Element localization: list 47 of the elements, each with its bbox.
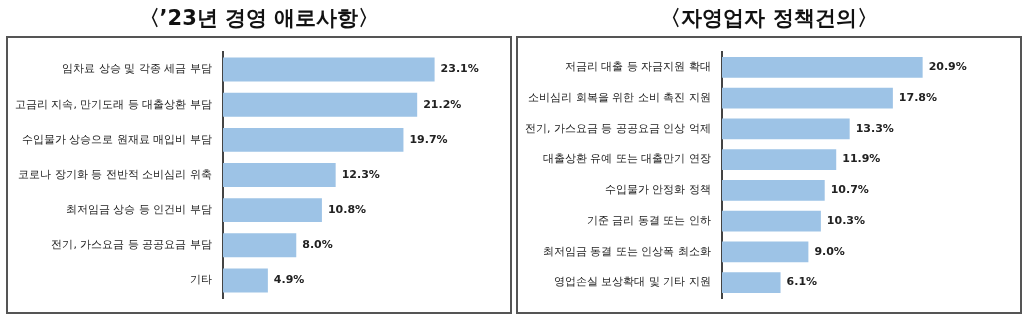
data-label: 10.7% — [830, 183, 869, 197]
bar — [721, 241, 809, 263]
y-tick-label: 저금리 대출 등 자금지원 확대 — [564, 60, 711, 74]
bar — [222, 163, 336, 187]
y-tick-label: 기타 — [189, 273, 212, 287]
data-label: 6.1% — [786, 275, 818, 289]
data-label: 9.0% — [814, 244, 845, 258]
chart-title: 〈자영업자 정책건의〉 — [659, 5, 879, 32]
y-tick-label: 최저임금 동결 또는 인상폭 최소화 — [542, 244, 711, 258]
data-label: 8.0% — [302, 238, 333, 252]
data-label: 11.9% — [842, 152, 881, 166]
bar — [721, 56, 923, 78]
y-tick-label: 전기, 가스요금 등 공공요금 인상 억제 — [525, 121, 711, 135]
y-tick-label: 소비심리 회복을 위한 소비 촉진 지원 — [528, 90, 711, 104]
data-label: 12.3% — [341, 167, 380, 181]
y-tick-label: 기준 금리 동결 또는 인하 — [586, 213, 711, 227]
chart-title: 〈’23년 경영 애로사항〉 — [137, 5, 381, 32]
bar — [721, 210, 821, 232]
bar — [222, 127, 404, 152]
y-tick-label: 고금리 지속, 만기도래 등 대출상환 부담 — [15, 97, 212, 111]
data-label: 20.9% — [928, 60, 967, 74]
bar — [721, 149, 837, 171]
y-tick-label: 대출상환 유예 또는 대출만기 연장 — [542, 152, 711, 166]
bar — [721, 179, 825, 201]
data-label: 10.3% — [826, 213, 866, 227]
bar — [721, 118, 850, 140]
bar — [222, 92, 418, 117]
y-tick-label: 영업손실 보상확대 및 기타 지원 — [553, 275, 711, 289]
y-tick-label: 수입물가 상승으로 원재료 매입비 부담 — [21, 132, 212, 146]
bar — [222, 233, 297, 258]
bar — [222, 268, 268, 293]
bar — [222, 198, 322, 223]
bar — [721, 87, 893, 109]
y-tick-label: 수입물가 안정화 정책 — [604, 183, 711, 197]
data-label: 19.7% — [409, 132, 448, 146]
data-label: 21.2% — [423, 97, 462, 111]
y-tick-label: 임차료 상승 및 각종 세금 부담 — [62, 62, 212, 76]
y-tick-label: 코로나 장기화 등 전반적 소비심리 위축 — [18, 167, 212, 181]
y-tick-label: 최저임금 상승 등 인건비 부담 — [65, 203, 212, 216]
y-tick-label: 전기, 가스요금 등 공공요금 부담 — [51, 238, 212, 252]
bar — [721, 272, 781, 294]
data-label: 17.8% — [898, 90, 938, 104]
data-label: 23.1% — [440, 62, 479, 76]
bar — [222, 57, 435, 82]
data-label: 4.9% — [273, 273, 305, 287]
data-label: 13.3% — [855, 121, 894, 135]
data-label: 10.8% — [327, 203, 367, 216]
